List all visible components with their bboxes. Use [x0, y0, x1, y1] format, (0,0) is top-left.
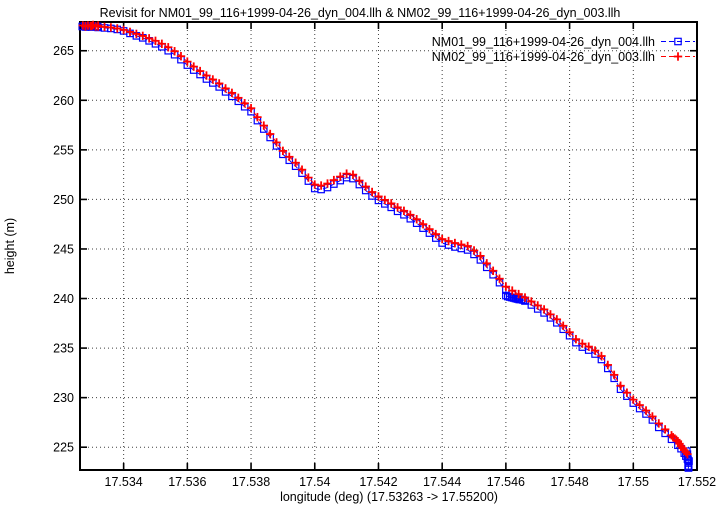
y-tick-label: 255	[53, 143, 74, 157]
x-tick-label: 17.536	[168, 475, 206, 489]
legend-samples	[661, 37, 695, 61]
x-axis-title: longitude (deg) (17.53263 -> 17.55200)	[280, 490, 498, 504]
plot-border	[79, 21, 698, 471]
y-tick-label: 265	[53, 44, 74, 58]
y-tick-label: 245	[53, 242, 74, 256]
x-tick-label: 17.546	[487, 475, 525, 489]
y-tick-label: 250	[53, 193, 74, 207]
chart-title: Revisit for NM01_99_116+1999-04-26_dyn_0…	[100, 6, 621, 20]
x-tick-label: 17.548	[550, 475, 588, 489]
x-tick-label: 17.544	[423, 475, 461, 489]
series-line-1	[82, 24, 688, 455]
x-tick-label: 17.55	[618, 475, 649, 489]
series-line-0	[82, 25, 690, 470]
series-0	[78, 22, 693, 472]
y-tick-label: 260	[53, 94, 74, 108]
x-tick-label: 17.542	[359, 475, 397, 489]
x-tick-label: 17.54	[299, 475, 330, 489]
x-tick-label: 17.534	[105, 475, 143, 489]
legend-label-nm02: NM02_99_116+1999-04-26_dyn_003.llh	[432, 50, 655, 64]
y-tick-label: 225	[53, 441, 74, 455]
x-tick-label: 17.538	[232, 475, 270, 489]
y-tick-label: 230	[53, 391, 74, 405]
plot-area: 17.534 17.536 17.538 17.54 17.542 17.544 17.54…	[53, 20, 716, 489]
y-axis-title: height (m)	[3, 218, 17, 274]
y-tick-label: 240	[53, 292, 74, 306]
square-marker	[685, 457, 693, 465]
x-tick-label: 17.552	[678, 475, 716, 489]
square-marker	[674, 37, 682, 46]
legend-label-nm01: NM01_99_116+1999-04-26_dyn_004.llh	[432, 35, 655, 49]
series-1	[78, 20, 692, 459]
square-marker	[684, 459, 693, 467]
y-tick-label: 235	[53, 342, 74, 356]
